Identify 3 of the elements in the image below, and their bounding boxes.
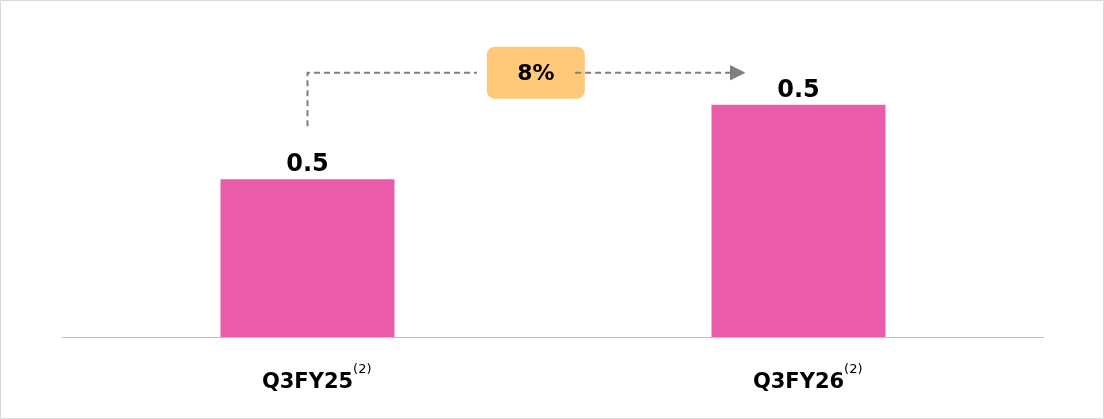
data-label: 0.5: [286, 149, 329, 178]
data-label: 0.5: [777, 74, 820, 103]
annotation: 8%: [517, 60, 555, 86]
